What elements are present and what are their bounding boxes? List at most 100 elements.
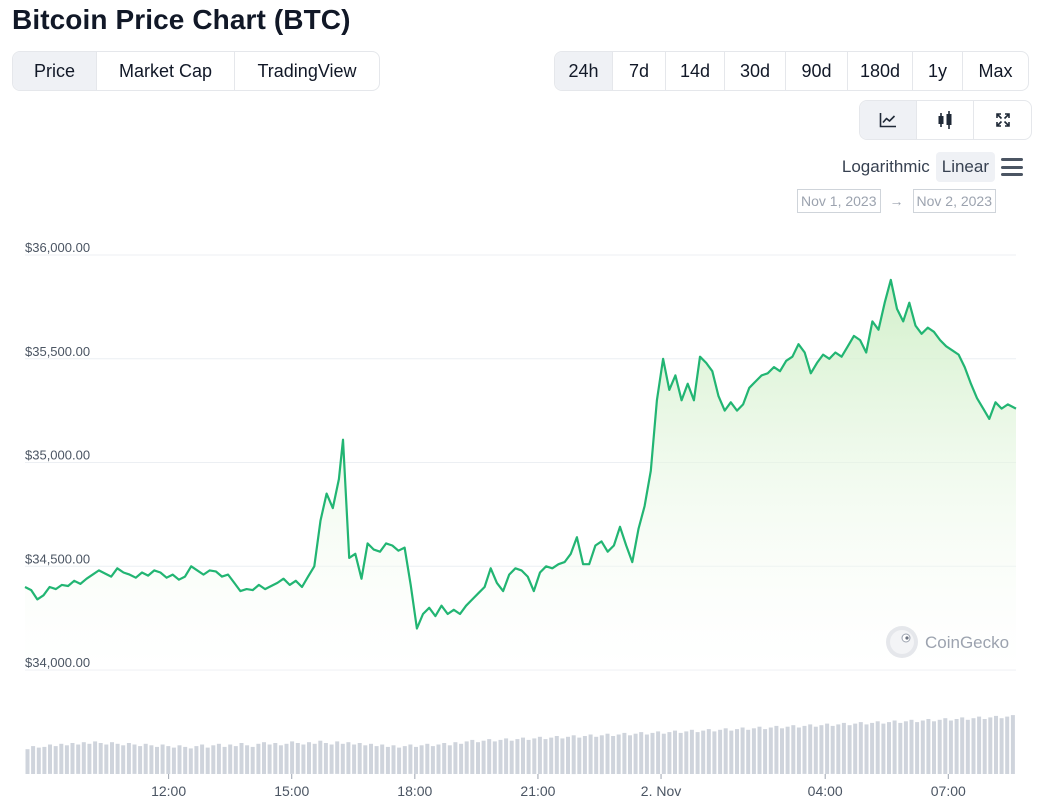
volume-bar (695, 732, 700, 774)
fullscreen-button[interactable] (974, 101, 1031, 139)
range-max-button[interactable]: Max (978, 60, 1013, 81)
range-30d-button[interactable]: 30d (725, 52, 786, 90)
volume-bar (64, 745, 69, 774)
x-tick-label: 2. Nov (641, 783, 681, 799)
volume-bar (712, 731, 717, 774)
volume-bar (290, 741, 295, 774)
volume-bar (278, 745, 283, 774)
volume-bar (650, 732, 655, 774)
volume-bar (684, 731, 689, 774)
range-90d-button[interactable]: 90d (786, 52, 848, 90)
price-chart[interactable]: $36,000.00 $35,500.00 $35,000.00 $34,500.00… (0, 230, 1045, 812)
volume-bar (408, 744, 413, 774)
fullscreen-icon (995, 113, 1010, 127)
date-range: Nov 1, 2023 → Nov 2, 2023 (797, 189, 996, 213)
range-1y-button[interactable]: 1y (913, 52, 963, 90)
volume-bar (262, 742, 266, 774)
range-7d-button[interactable]: 7d (613, 52, 666, 90)
volume-bar (926, 719, 931, 774)
line-chart-button[interactable] (860, 101, 917, 139)
coingecko-logo-icon (886, 626, 918, 658)
volume-bar (735, 729, 739, 774)
volume-bar (633, 733, 638, 774)
volume-bar (920, 720, 925, 774)
volume-bar (1010, 715, 1015, 774)
volume-bar (774, 725, 779, 774)
volume-bar (628, 735, 632, 775)
candlestick-chart-button[interactable] (917, 101, 974, 139)
volume-bar (307, 742, 311, 774)
y-tick-label: $34,500.00 (25, 551, 90, 566)
volume-bar (470, 739, 475, 774)
volume-bar (222, 746, 227, 774)
volume-bar (746, 729, 751, 774)
linear-option[interactable]: Linear (935, 152, 995, 182)
volume-bar (701, 730, 706, 774)
volume-bar (143, 743, 148, 774)
volume-bar (239, 743, 244, 774)
volume-bar (870, 722, 875, 774)
volume-bar (476, 742, 480, 774)
y-tick-label: $35,500.00 (25, 344, 90, 359)
date-to-input[interactable]: Nov 2, 2023 (912, 189, 996, 213)
volume-bar (481, 740, 486, 774)
volume-bar (526, 739, 531, 774)
range-24h-button[interactable]: 24h (555, 52, 613, 90)
volume-bar (177, 745, 182, 774)
volume-bar (825, 723, 830, 774)
view-tabs: Price Market Cap TradingView (12, 51, 380, 91)
volume-bar (42, 746, 47, 774)
x-tick-label: 18:00 (397, 783, 432, 799)
volume-bar (374, 746, 379, 774)
volume-bar (864, 724, 869, 774)
volume-bar (509, 740, 514, 774)
volume-bar (76, 744, 81, 774)
volume-bar (875, 721, 880, 774)
volume-bar (673, 730, 677, 774)
logarithmic-option[interactable]: Logarithmic (841, 157, 930, 176)
tab-market-cap[interactable]: Market Cap (97, 52, 235, 90)
volume-bar (48, 744, 52, 774)
volume-bar (994, 715, 998, 774)
volume-bar (87, 743, 92, 774)
volume-bar (853, 723, 858, 774)
volume-bar (988, 717, 993, 774)
volume-bar (954, 719, 959, 774)
volume-bar (121, 745, 126, 774)
volume-bar (977, 716, 982, 774)
volume-bar (447, 745, 452, 774)
coingecko-watermark: CoinGecko (886, 626, 1009, 658)
volume-bar (757, 726, 762, 774)
date-from-input[interactable]: Nov 1, 2023 (797, 189, 881, 213)
volume-bar (211, 745, 216, 774)
volume-bar (1005, 716, 1010, 774)
volume-bar (138, 746, 143, 774)
hamburger-menu-icon[interactable] (1001, 158, 1023, 176)
volume-bar (323, 743, 328, 774)
tab-tradingview[interactable]: TradingView (257, 60, 357, 81)
volume-bar (763, 729, 768, 774)
y-tick-label: $34,000.00 (25, 655, 90, 670)
volume-bar (830, 725, 835, 774)
tab-price[interactable]: Price (13, 52, 97, 90)
volume-bar (98, 743, 103, 774)
volume-bar (887, 722, 891, 774)
volume-bar (554, 736, 559, 774)
range-180d-button[interactable]: 180d (848, 52, 913, 90)
volume-bar (228, 744, 233, 774)
volume-bar (200, 744, 205, 774)
x-tick-label: 12:00 (151, 783, 186, 799)
volume-bar (464, 741, 469, 774)
volume-bar (785, 726, 790, 774)
volume-bar (566, 736, 570, 774)
volume-bar (357, 743, 362, 774)
x-tick-label: 07:00 (931, 783, 966, 799)
volume-bar (965, 719, 970, 774)
volume-bar (93, 741, 98, 774)
volume-bar (605, 733, 610, 774)
volume-bar (442, 743, 447, 774)
volume-bar (639, 732, 644, 774)
volume-bar (909, 719, 914, 774)
range-14d-button[interactable]: 14d (666, 52, 725, 90)
chart-type-tabs (859, 100, 1032, 140)
